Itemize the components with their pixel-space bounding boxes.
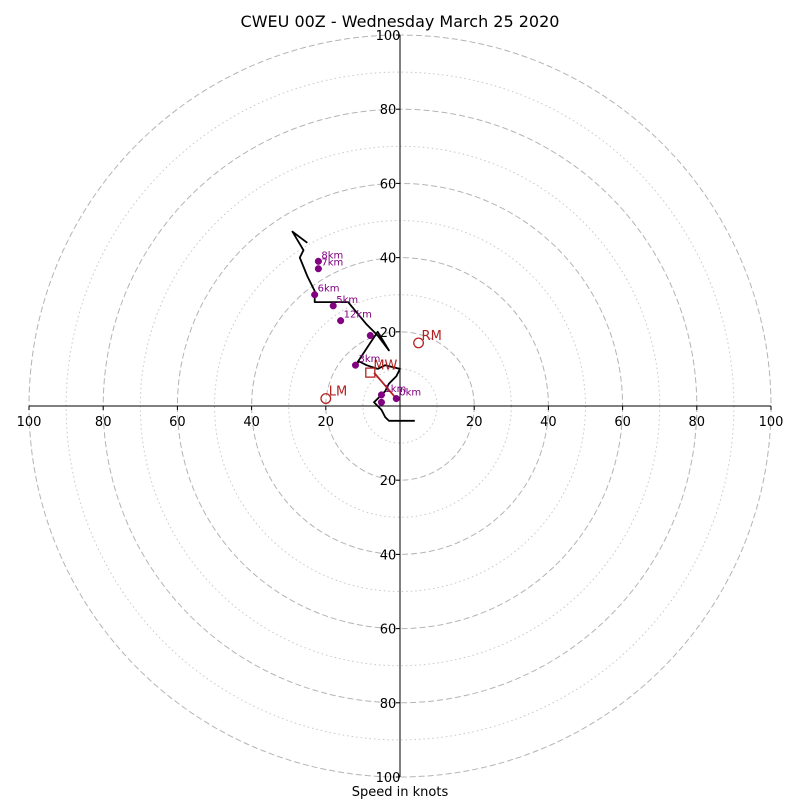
- height-label-6km: 6km: [318, 284, 340, 295]
- height-label-8km: 8km: [321, 250, 343, 261]
- y-tick-label: 20: [380, 474, 397, 489]
- storm-motion-lm-marker: [320, 393, 332, 405]
- height-marker: [377, 398, 386, 406]
- height-marker: [337, 317, 345, 325]
- height-marker: [311, 291, 319, 299]
- x-tick-label: 80: [95, 415, 112, 430]
- x-tick-label: 20: [466, 415, 483, 430]
- tick-labels: 100 80 60 40 20 20 40 60 80 100 100 80 60 40 20 20 40 60 8…: [17, 29, 784, 786]
- height-label-12km: 12km: [344, 310, 372, 321]
- y-tick-label: 100: [376, 771, 401, 786]
- y-tick-label: 40: [380, 252, 397, 267]
- height-label-7km: 7km: [321, 258, 343, 269]
- storm-motion-mw-label: MW: [373, 359, 397, 374]
- height-label-0km: 0km: [399, 388, 421, 399]
- x-tick-label: 100: [759, 415, 784, 430]
- x-tick-label: 40: [243, 415, 260, 430]
- y-tick-label: 60: [380, 623, 397, 638]
- storm-motion-rm-label: RM: [422, 329, 442, 344]
- y-tick-label: 60: [380, 177, 397, 192]
- height-marker: [314, 265, 322, 273]
- x-tick-label: 80: [689, 415, 706, 430]
- x-tick-label: 60: [169, 415, 186, 430]
- y-tick-label: 100: [376, 29, 401, 44]
- y-tick-label: 40: [380, 548, 397, 563]
- height-marker: [377, 391, 386, 399]
- height-label-1km: 1km: [384, 384, 406, 395]
- x-tick-label: 100: [17, 415, 42, 430]
- height-label-3km: 3km: [358, 354, 380, 365]
- height-marker: [351, 361, 360, 369]
- y-tick-label: 80: [380, 103, 397, 118]
- x-tick-label: 60: [614, 415, 631, 430]
- x-tick-label: 20: [318, 415, 335, 430]
- y-tick-label: 20: [380, 326, 397, 341]
- height-label-5km: 5km: [336, 295, 358, 306]
- x-axis-label: Speed in knots: [352, 785, 449, 800]
- height-marker: [329, 302, 337, 310]
- storm-motion-markers: RM LM MW: [320, 329, 442, 405]
- height-marker: [366, 331, 374, 340]
- storm-motion-rm-marker: [413, 337, 425, 349]
- y-tick-label: 80: [380, 697, 397, 712]
- storm-motion-lm-label: LM: [329, 385, 347, 400]
- mean-wind-marker: [365, 367, 376, 378]
- chart-title: CWEU 00Z - Wednesday March 25 2020: [241, 12, 560, 31]
- height-marker: [314, 257, 322, 265]
- height-marker: [392, 395, 400, 403]
- shear-vector: [373, 372, 397, 400]
- x-tick-label: 40: [540, 415, 557, 430]
